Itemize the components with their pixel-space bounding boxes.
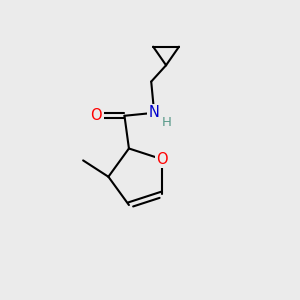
Text: N: N: [149, 105, 160, 120]
Text: O: O: [156, 152, 168, 167]
Text: O: O: [90, 108, 102, 123]
Text: H: H: [162, 116, 172, 129]
